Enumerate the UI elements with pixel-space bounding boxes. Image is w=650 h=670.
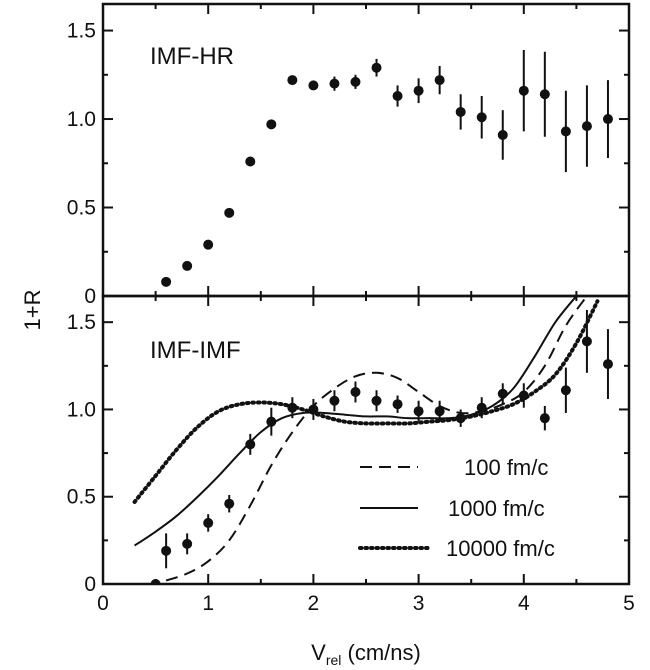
top-data-point [413, 85, 424, 96]
top-data-point [371, 62, 382, 73]
bottom-panel-label: IMF-IMF [150, 337, 241, 364]
top-data-point [203, 239, 214, 250]
top-data-point [308, 80, 319, 91]
bottom-data-point [224, 498, 235, 509]
bottom-data-point [434, 406, 445, 417]
series-line-100-fm-c [165, 296, 588, 582]
bottom-data-point [413, 406, 424, 417]
top-data-point [266, 119, 277, 130]
top-data-point [224, 207, 235, 218]
top-data-point [560, 126, 571, 137]
top-y-tick-label: 1.0 [67, 108, 96, 131]
bottom-data-point [560, 385, 571, 396]
bottom-data-point [266, 416, 277, 427]
bottom-data-point [371, 395, 382, 406]
x-tick-label: 0 [97, 592, 109, 615]
bottom-y-tick-label: 0 [84, 573, 96, 596]
bottom-y-tick-label: 1.0 [67, 398, 96, 421]
bottom-y-tick-label: 0.5 [67, 486, 96, 509]
top-data-point [581, 121, 592, 132]
bottom-data-point [455, 413, 466, 424]
bottom-data-point [539, 413, 550, 424]
legend-label-10000: 10000 fm/c [446, 536, 555, 561]
top-y-tick-label: 0 [84, 285, 96, 308]
bottom-data-point [245, 439, 256, 450]
top-data-point [245, 156, 256, 167]
bottom-data-point [287, 402, 298, 413]
top-data-point [392, 91, 403, 102]
y-axis-title: 1+R [20, 290, 45, 331]
bottom-y-tick-label: 1.5 [67, 311, 96, 334]
top-panel-label: IMF-HR [150, 43, 234, 70]
top-data-point [476, 112, 487, 123]
top-data-point [497, 129, 508, 140]
x-axis-title-sub: rel [326, 652, 342, 668]
bottom-data-point [203, 517, 214, 528]
top-data-point [287, 75, 298, 86]
bottom-data-point [518, 390, 529, 401]
top-y-tick-label: 1.5 [67, 20, 96, 43]
x-tick-label: 2 [308, 592, 320, 615]
top-data-point [329, 78, 340, 89]
legend: 100 fm/c 1000 fm/c 10000 fm/c [358, 455, 555, 561]
x-tick-label: 4 [518, 592, 530, 615]
legend-label-100: 100 fm/c [464, 455, 548, 480]
top-data-point [518, 85, 529, 96]
bottom-data-point [350, 387, 361, 397]
top-data-point [182, 260, 193, 271]
x-tick-label: 5 [623, 592, 635, 615]
top-data-point [539, 89, 550, 100]
x-axis-title: Vrel (cm/ns) [311, 640, 421, 668]
bottom-points [150, 309, 613, 584]
bottom-data-point [150, 579, 161, 584]
top-data-point [161, 276, 172, 287]
top-data-point [602, 114, 613, 125]
bottom-data-point [308, 404, 319, 415]
bottom-data-point [329, 395, 340, 406]
x-axis-title-main: V [311, 640, 326, 665]
bottom-data-point [182, 538, 193, 549]
x-tick-label: 3 [413, 592, 425, 615]
bottom-data-point [392, 399, 403, 410]
top-points [161, 50, 613, 287]
top-data-point [455, 106, 466, 117]
legend-label-1000: 1000 fm/c [448, 496, 545, 521]
bottom-data-point [602, 359, 613, 370]
series-line-10000-fm-c [132, 299, 600, 504]
bottom-data-point [161, 545, 172, 556]
bottom-data-point [581, 336, 592, 347]
x-axis-title-unit: (cm/ns) [341, 640, 420, 665]
top-data-point [350, 76, 361, 87]
x-tick-label: 1 [202, 592, 214, 615]
bottom-data-point [476, 402, 487, 413]
bottom-data-point [497, 388, 508, 399]
top-data-point [434, 75, 445, 86]
top-y-tick-label: 0.5 [67, 197, 96, 220]
